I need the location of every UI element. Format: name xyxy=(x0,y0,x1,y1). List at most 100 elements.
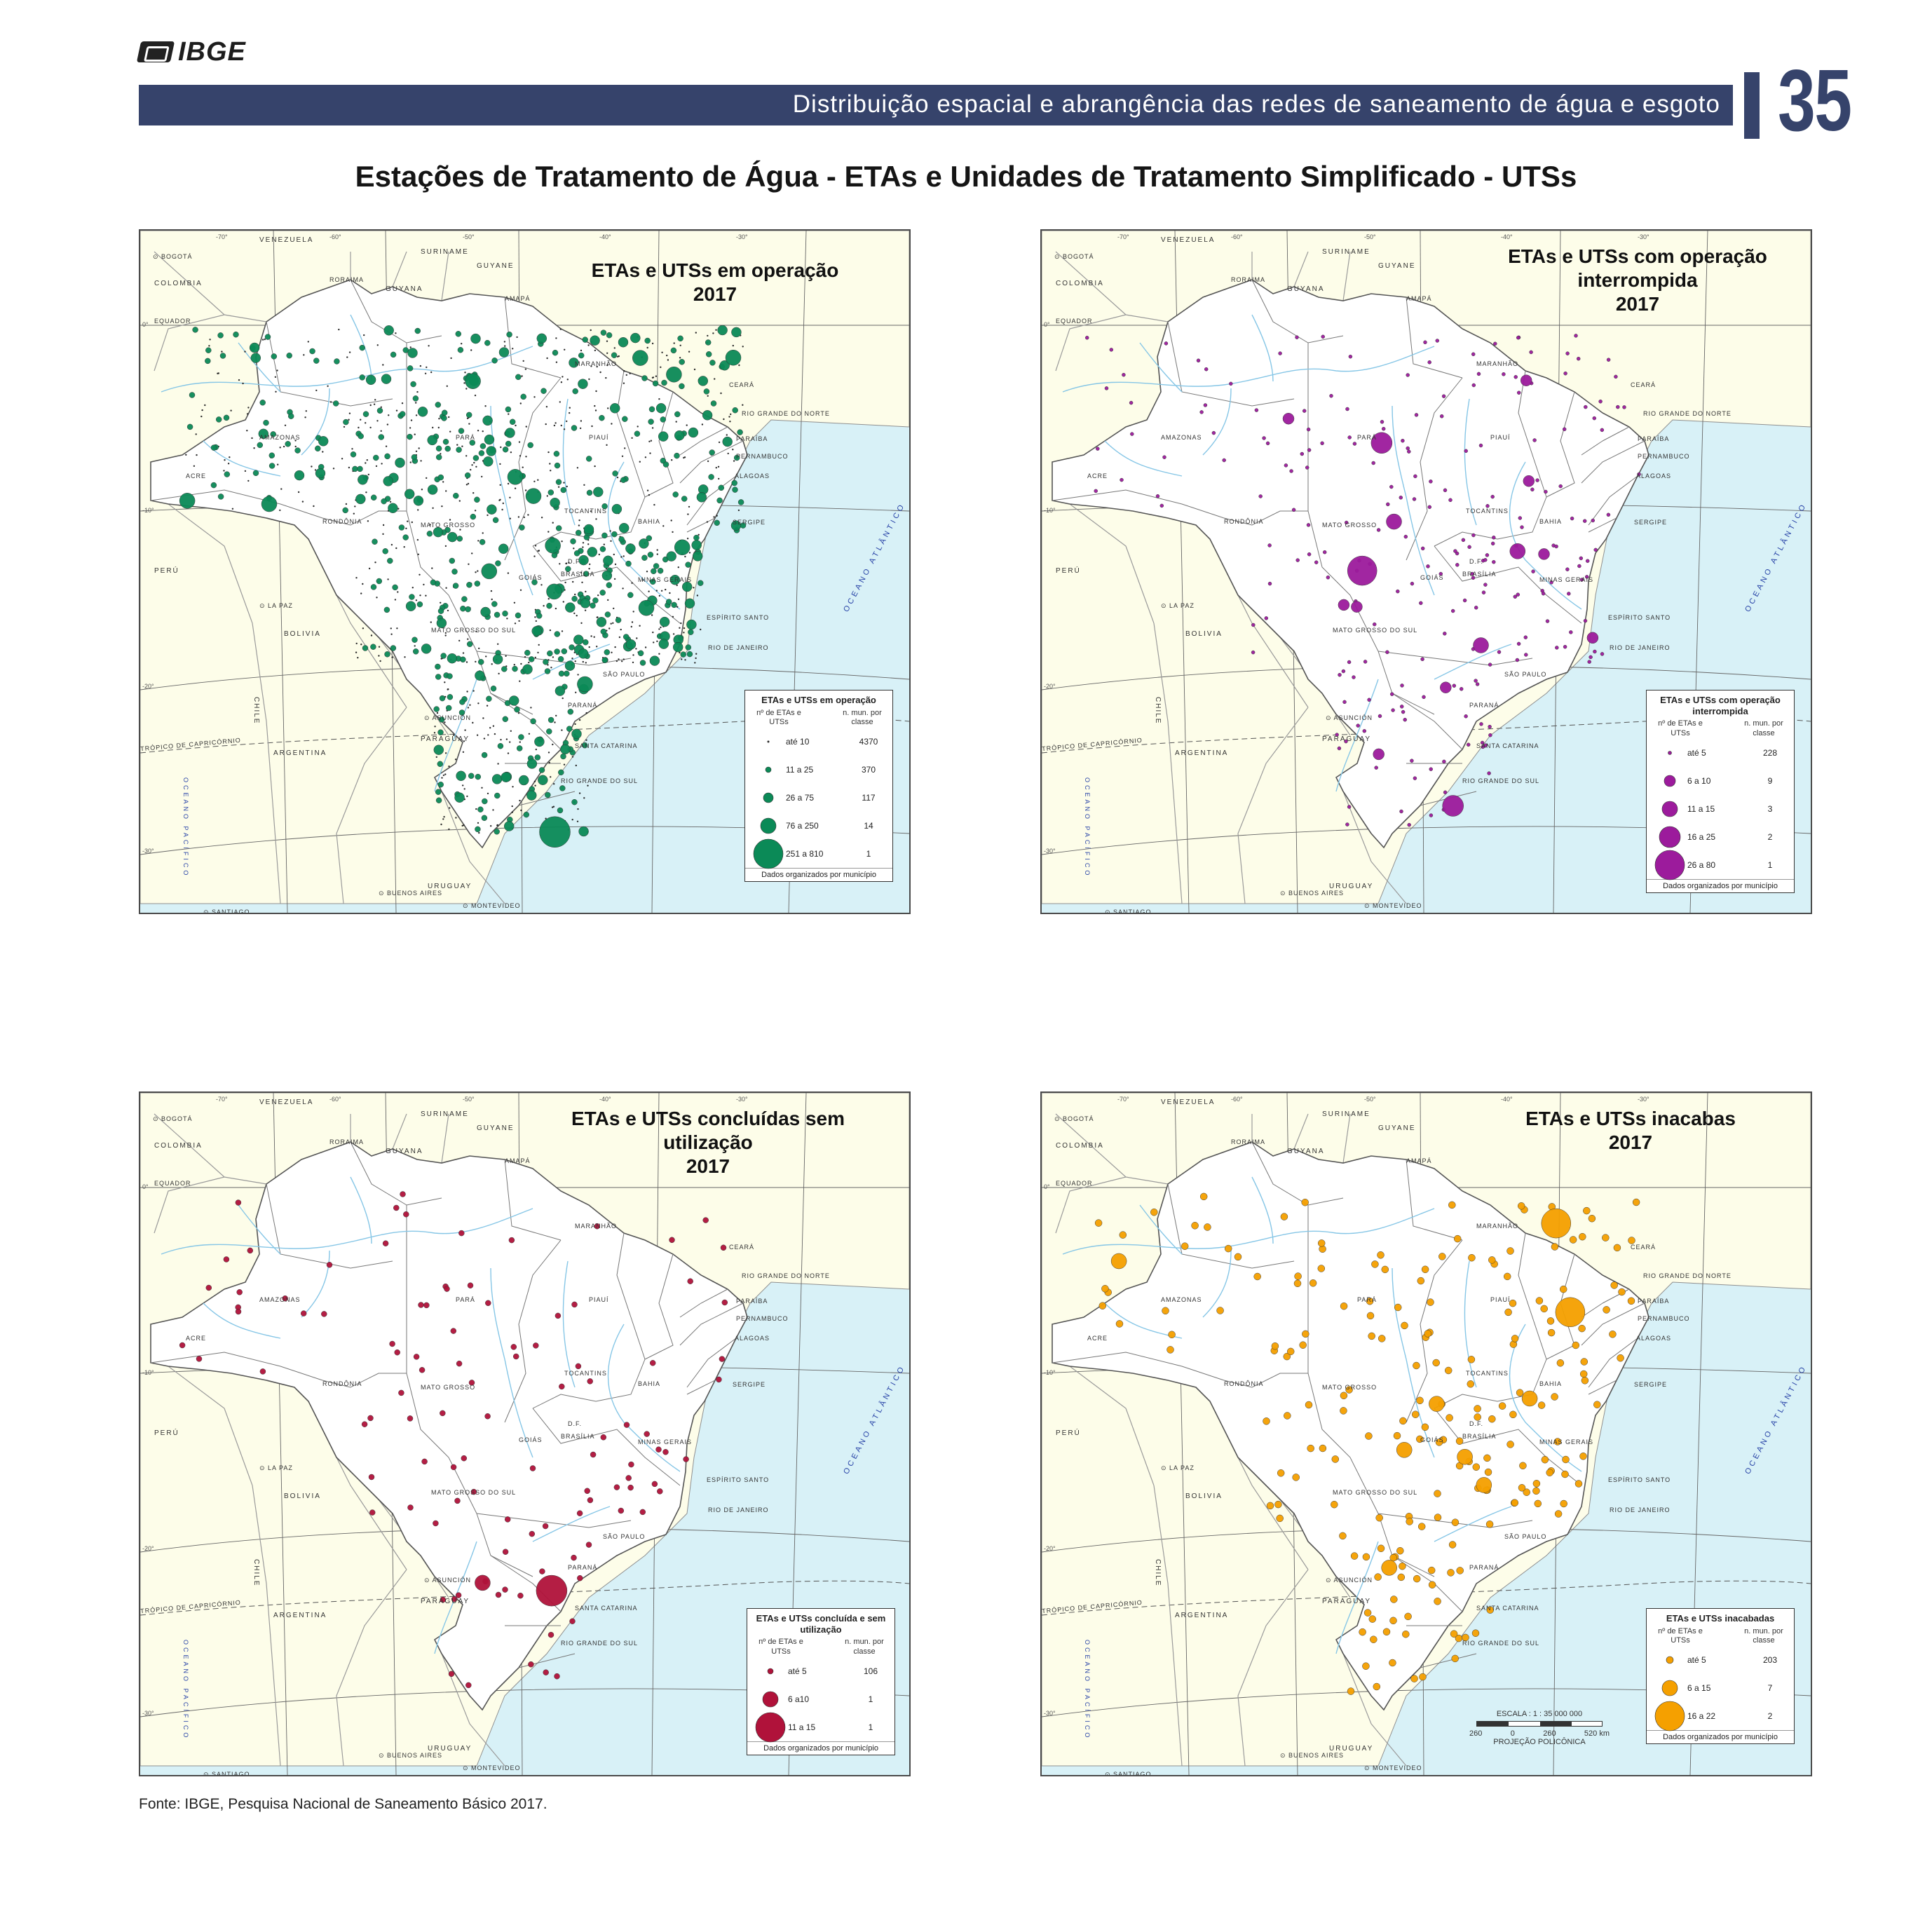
municipality-symbol xyxy=(1600,652,1605,656)
municipality-symbol xyxy=(1377,1544,1385,1553)
municipality-symbol xyxy=(472,690,475,692)
municipality-symbol xyxy=(1579,556,1584,561)
municipality-symbol xyxy=(658,653,660,655)
country-label: COLOMBIA xyxy=(1056,1142,1104,1150)
state-label: RONDÔNIA xyxy=(322,1380,362,1387)
state-label: TOCANTINS xyxy=(564,508,607,515)
municipality-symbol xyxy=(402,534,409,540)
municipality-symbol xyxy=(507,572,510,574)
municipality-symbol xyxy=(557,486,560,488)
legend-class: 16 a 22 xyxy=(1687,1711,1716,1722)
municipality-symbol xyxy=(535,748,537,751)
municipality-symbol xyxy=(1347,660,1352,665)
municipality-symbol xyxy=(1399,496,1403,500)
municipality-symbol xyxy=(1347,805,1352,809)
municipality-symbol xyxy=(1485,553,1490,557)
municipality-symbol xyxy=(332,400,339,407)
municipality-symbol xyxy=(1289,469,1293,473)
municipality-symbol xyxy=(593,636,595,638)
municipality-symbol xyxy=(582,542,585,544)
municipality-symbol xyxy=(1488,1256,1496,1264)
municipality-symbol xyxy=(1572,1341,1580,1349)
municipality-symbol xyxy=(679,651,681,654)
municipality-symbol xyxy=(1377,714,1382,719)
municipality-symbol xyxy=(277,463,279,465)
municipality-symbol xyxy=(533,1342,539,1349)
municipality-symbol xyxy=(1109,348,1114,352)
municipality-symbol xyxy=(518,734,524,740)
municipality-symbol xyxy=(263,419,269,426)
legend-column-municipalities: n. mun. por classe xyxy=(1744,1626,1783,1645)
municipality-symbol xyxy=(572,580,574,583)
country-label: PERÚ xyxy=(154,567,179,575)
longitude-tick: -30° xyxy=(736,1096,748,1103)
municipality-symbol xyxy=(558,670,565,677)
country-label: CHILE xyxy=(252,697,260,725)
municipality-symbol xyxy=(498,672,500,675)
country-label: SURINAME xyxy=(421,1110,469,1118)
municipality-symbol xyxy=(1263,1417,1270,1425)
municipality-symbol xyxy=(553,424,556,427)
municipality-symbol xyxy=(577,1574,583,1581)
municipality-symbol xyxy=(1546,1469,1553,1476)
state-label: MATO GROSSO xyxy=(421,522,476,529)
municipality-symbol xyxy=(1371,461,1375,465)
municipality-symbol xyxy=(555,479,562,485)
legend-row: 16 a 25 2 xyxy=(1647,823,1794,851)
municipality-symbol xyxy=(436,712,439,714)
legend-municipality-count: 4370 xyxy=(859,737,878,747)
municipality-symbol xyxy=(578,792,581,794)
legend-symbol xyxy=(751,810,786,842)
municipality-symbol xyxy=(411,521,413,524)
municipality-symbol xyxy=(720,392,722,395)
legend-class: 6 a 15 xyxy=(1687,1683,1711,1694)
municipality-symbol xyxy=(1509,1299,1517,1307)
municipality-symbol xyxy=(636,637,638,639)
municipality-symbol xyxy=(514,623,517,625)
state-label: ESPÍRITO SANTO xyxy=(1608,1476,1671,1483)
municipality-symbol xyxy=(582,546,584,548)
country-label: SURINAME xyxy=(1322,248,1370,256)
municipality-symbol xyxy=(374,562,376,564)
municipality-symbol xyxy=(578,555,589,566)
municipality-symbol xyxy=(383,606,390,613)
municipality-symbol xyxy=(1504,1308,1512,1317)
municipality-symbol xyxy=(694,662,696,664)
municipality-symbol xyxy=(563,763,566,766)
municipality-symbol xyxy=(1399,705,1404,709)
municipality-symbol xyxy=(505,440,512,447)
longitude-tick: -40° xyxy=(1501,233,1513,240)
municipality-symbol xyxy=(449,807,451,809)
municipality-symbol xyxy=(1429,479,1433,484)
municipality-symbol xyxy=(419,365,422,367)
municipality-symbol xyxy=(576,1510,583,1516)
municipality-symbol xyxy=(353,512,355,515)
municipality-symbol xyxy=(512,665,518,672)
municipality-symbol xyxy=(552,805,555,808)
municipality-symbol xyxy=(1516,641,1521,646)
municipality-symbol xyxy=(476,734,479,736)
municipality-symbol xyxy=(284,424,287,426)
municipality-symbol xyxy=(456,770,466,782)
municipality-symbol xyxy=(343,426,346,428)
municipality-symbol xyxy=(533,555,536,557)
legend-row: 16 a 22 2 xyxy=(1647,1701,1794,1732)
capital-label: ⊙ BUENOS AIRES xyxy=(379,1752,443,1759)
municipality-symbol xyxy=(430,371,433,374)
municipality-symbol xyxy=(467,707,470,709)
legend-row: 76 a 250 14 xyxy=(745,812,892,840)
municipality-symbol xyxy=(382,364,384,366)
municipality-symbol xyxy=(687,513,689,515)
source-note: Fonte: IBGE, Pesquisa Nacional de Saneam… xyxy=(139,1796,547,1812)
state-label: MINAS GERAIS xyxy=(1539,1438,1594,1445)
municipality-symbol xyxy=(1413,776,1417,780)
municipality-symbol xyxy=(227,463,230,465)
legend-row: 26 a 80 1 xyxy=(1647,850,1794,880)
municipality-symbol xyxy=(1306,427,1311,432)
municipality-symbol xyxy=(580,622,583,624)
latitude-tick: 0° xyxy=(1044,321,1050,328)
municipality-symbol xyxy=(560,744,571,755)
municipality-symbol xyxy=(714,519,720,526)
municipality-symbol xyxy=(461,445,463,447)
municipality-symbol xyxy=(549,463,551,465)
